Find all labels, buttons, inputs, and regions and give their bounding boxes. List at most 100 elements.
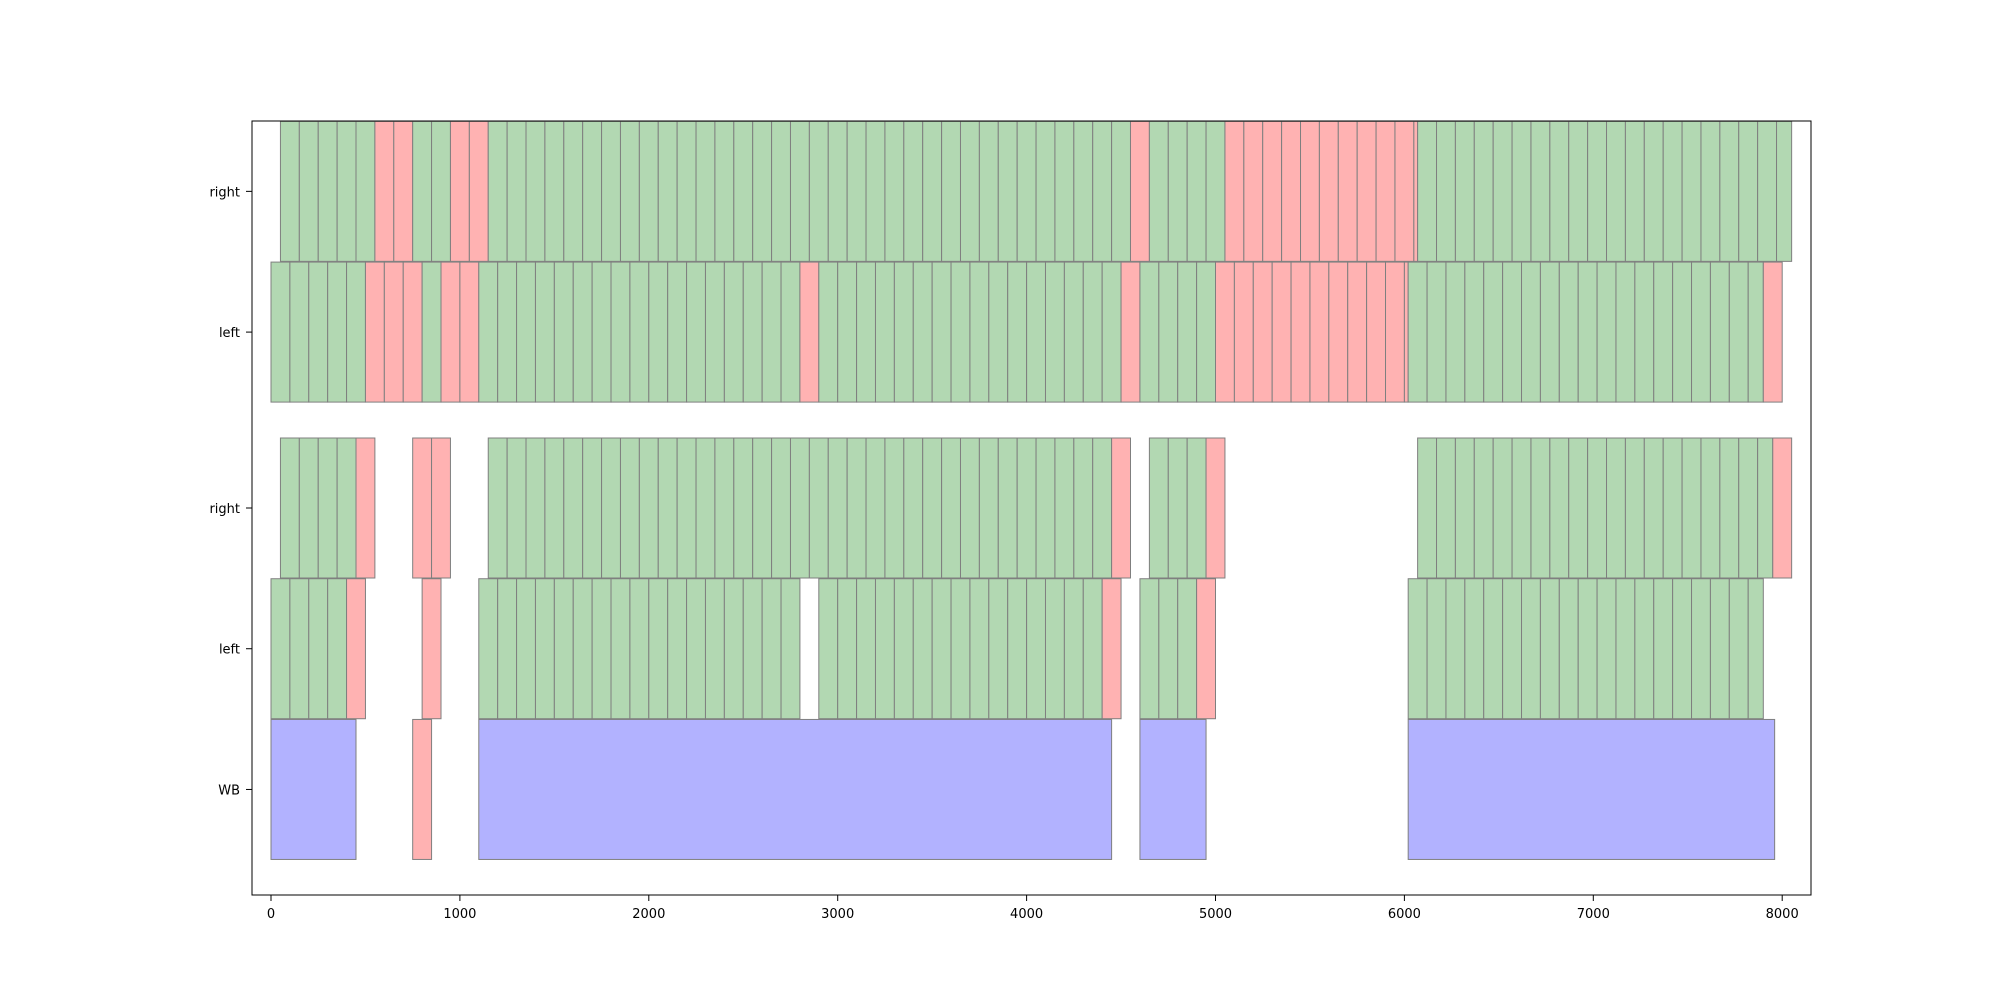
bar-segment [969,578,990,720]
bar-segment [799,261,820,403]
bar-segment [383,261,404,403]
bar-segment [1054,120,1075,262]
bar-segment [1643,120,1664,262]
bar-segment [468,120,489,262]
bar-segment [1776,120,1793,262]
bar-segment [1728,578,1749,720]
bar-segment [1634,578,1655,720]
bar-segment [591,578,612,720]
bar-segment [912,261,933,403]
bar-segment [1139,578,1160,720]
bar-segment [402,261,423,403]
bar-segment [1436,437,1456,579]
bar-segment [686,261,706,403]
bar-segment [1300,120,1320,262]
bar-segment [1502,261,1523,403]
bar-segment [1700,437,1721,579]
bar-segment [516,261,536,403]
bar-segment [1681,120,1702,262]
bar-segment [1309,261,1330,403]
bar-segment [1139,718,1207,860]
bar-segment [676,120,697,262]
bar-segment [1624,437,1645,579]
bar-segment [771,437,791,579]
bar-segment [1426,578,1447,720]
bar-segment [667,578,688,720]
bar-segment [1281,120,1302,262]
bar-segment [1757,120,1778,262]
bar-segment [1691,578,1711,720]
bar-segment [950,578,971,720]
bar-segment [1672,578,1693,720]
y-tick-label: left [219,643,240,658]
bar-segment [1044,578,1065,720]
bar-segment [893,261,914,403]
bar-segment [572,261,593,403]
bar-segment [714,120,735,262]
bar-segment [1577,261,1598,403]
bar-segment [582,437,603,579]
y-tick-label: right [209,502,240,517]
bar-segment [1366,261,1387,403]
x-tick-label: 8000 [1766,907,1799,922]
bar-segment [478,718,1113,860]
bar-segment [317,120,338,262]
bar-segment [704,261,725,403]
bar-segment [1262,120,1283,262]
x-tick-label: 0 [267,907,275,922]
bar-segment [1568,437,1589,579]
bar-segment [459,261,480,403]
bar-segment [1092,120,1113,262]
bar-segment [553,578,574,720]
bar-segment [317,437,338,579]
bar-segment [733,120,754,262]
bar-segment [1719,120,1740,262]
bar-segment [1073,437,1094,579]
bar-segment [1762,261,1783,403]
bar-segment [1413,120,1419,262]
bar-row-1 [270,261,1783,403]
bar-segment [827,120,848,262]
bar-segment [346,578,366,720]
bar-segment [421,261,442,403]
bar-segment [997,120,1018,262]
bar-segment [487,437,508,579]
bar-segment [638,437,659,579]
bar-segment [1111,120,1131,262]
bar-segment [714,437,735,579]
bar-segment [818,261,839,403]
bar-segment [1129,120,1150,262]
bar-segment [1356,120,1377,262]
bar-segment [601,437,621,579]
bar-segment [808,120,829,262]
bar-segment [1530,120,1551,262]
bar-segment [1483,261,1504,403]
bar-row-4 [270,718,1776,860]
bar-segment [1205,120,1226,262]
bar-segment [1445,578,1466,720]
bar-segment [950,261,971,403]
bar-segment [1196,261,1216,403]
bar-segment [431,120,451,262]
bar-segment [534,578,555,720]
bar-segment [1403,261,1409,403]
bar-segment [1139,261,1160,403]
bar-row-2 [279,437,1793,579]
bar-segment [1436,120,1456,262]
bar-segment [1454,437,1475,579]
bar-segment [742,578,763,720]
bar-segment [516,578,536,720]
bar-segment [336,120,357,262]
bar-segment [988,261,1009,403]
bar-segment [308,578,329,720]
bar-segment [270,718,357,860]
bar-segment [478,261,499,403]
x-tick-label: 6000 [1388,907,1421,922]
plot-frame [251,120,1812,896]
bar-segment [912,578,933,720]
bar-segment [1549,437,1570,579]
bar-segment [997,437,1018,579]
bar-segment [922,437,943,579]
bar-segment [355,120,376,262]
